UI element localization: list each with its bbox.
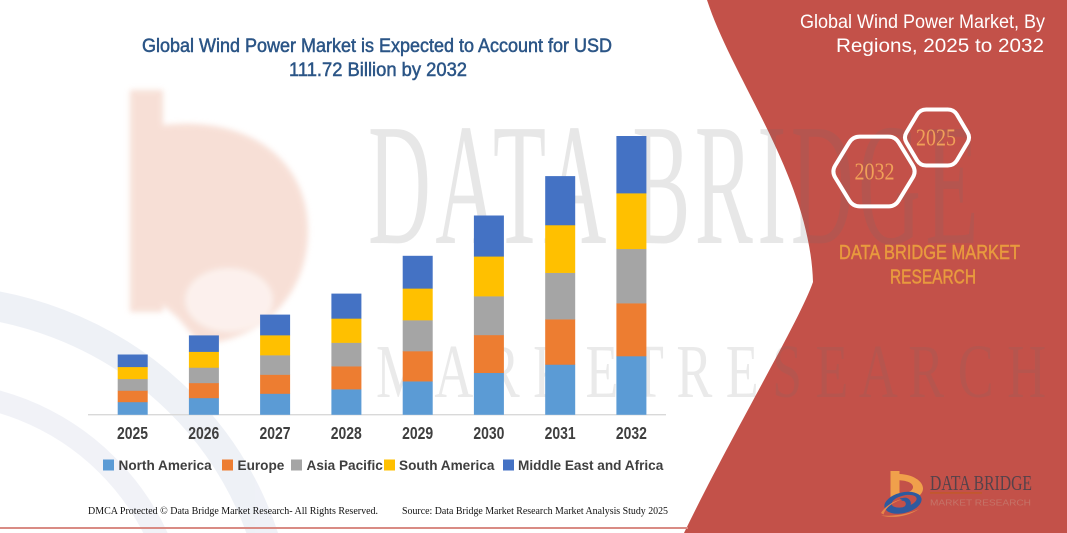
svg-text:2027: 2027: [260, 423, 291, 443]
svg-text:Regions, 2025 to 2032: Regions, 2025 to 2032: [836, 36, 1044, 57]
svg-text:South America: South America: [399, 458, 495, 473]
svg-text:DMCA Protected © Data Bridge M: DMCA Protected © Data Bridge Market Rese…: [88, 505, 378, 517]
svg-text:2030: 2030: [473, 423, 504, 443]
svg-text:Global Wind Power Market is Ex: Global Wind Power Market is Expected to …: [142, 36, 612, 57]
svg-text:2032: 2032: [616, 423, 647, 443]
svg-text:DATA BRIDGE MARKET: DATA BRIDGE MARKET: [839, 242, 1020, 264]
svg-text:MARKET RESEARCH: MARKET RESEARCH: [930, 499, 1031, 508]
svg-text:DATA BRIDGE: DATA BRIDGE: [930, 471, 1032, 495]
svg-text:DATA BRIDGE: DATA BRIDGE: [368, 88, 983, 281]
svg-text:Middle East and Africa: Middle East and Africa: [518, 458, 664, 473]
svg-text:North America: North America: [119, 458, 213, 473]
svg-text:2029: 2029: [402, 423, 433, 443]
svg-text:Source: Data Bridge Market Res: Source: Data Bridge Market Research Mark…: [402, 505, 668, 517]
svg-text:RESEARCH: RESEARCH: [890, 267, 976, 289]
svg-text:2028: 2028: [331, 423, 362, 443]
svg-text:2026: 2026: [188, 423, 219, 443]
svg-text:2025: 2025: [117, 423, 148, 443]
svg-text:Asia Pacific: Asia Pacific: [307, 458, 384, 473]
svg-text:Europe: Europe: [238, 458, 285, 473]
svg-text:2032: 2032: [855, 160, 895, 186]
svg-text:111.72 Billion by 2032: 111.72 Billion by 2032: [289, 60, 467, 81]
svg-text:Global Wind Power Market, By: Global Wind Power Market, By: [800, 12, 1045, 33]
svg-text:2031: 2031: [545, 423, 576, 443]
svg-text:2025: 2025: [916, 126, 956, 152]
